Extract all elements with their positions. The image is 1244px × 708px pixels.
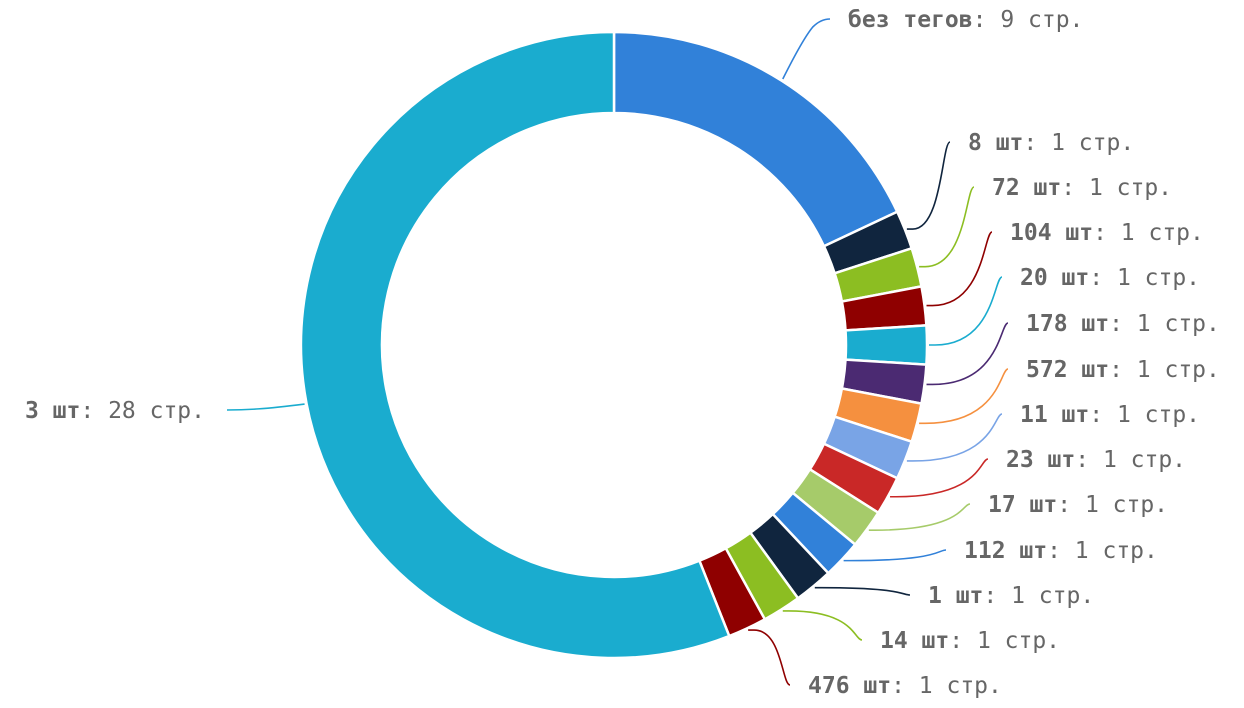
leader-line-20-шт	[929, 276, 1003, 346]
label-name: 14 шт	[880, 628, 949, 654]
label-name: 17 шт	[988, 492, 1057, 518]
label-value: : 28 стр.	[80, 398, 205, 424]
label-без-тегов: без тегов: 9 стр.	[848, 7, 1083, 33]
label-name: 23 шт	[1006, 447, 1075, 473]
label-value: : 1 стр.	[1109, 311, 1220, 337]
label-178-шт: 178 шт: 1 стр.	[1026, 311, 1220, 337]
label-name: 112 шт	[964, 538, 1047, 564]
label-name: 20 шт	[1020, 265, 1089, 291]
leader-line-23-шт	[890, 458, 989, 498]
leader-line-17-шт	[868, 503, 971, 531]
leader-line-572-шт	[919, 368, 1009, 425]
label-23-шт: 23 шт: 1 стр.	[1006, 447, 1186, 473]
label-112-шт: 112 шт: 1 стр.	[964, 538, 1158, 564]
label-name: 572 шт	[1026, 357, 1109, 383]
label-value: : 1 стр.	[1089, 402, 1200, 428]
label-11-шт: 11 шт: 1 стр.	[1020, 402, 1200, 428]
label-value: : 1 стр.	[983, 583, 1094, 609]
leader-line-1-шт	[814, 586, 911, 596]
label-name: 104 шт	[1010, 220, 1093, 246]
label-value: : 1 стр.	[1047, 538, 1158, 564]
label-value: : 1 стр.	[891, 673, 1002, 699]
label-572-шт: 572 шт: 1 стр.	[1026, 357, 1220, 383]
leader-line-112-шт	[843, 549, 947, 562]
label-value: : 1 стр.	[1089, 265, 1200, 291]
leader-line-без-тегов	[782, 18, 831, 80]
label-value: : 1 стр.	[949, 628, 1060, 654]
slice-3-шт[interactable]	[299, 30, 731, 660]
label-name: без тегов	[848, 7, 973, 33]
leader-line-8-шт	[906, 141, 951, 230]
label-20-шт: 20 шт: 1 стр.	[1020, 265, 1200, 291]
label-name: 8 шт	[968, 130, 1023, 156]
leader-line-104-шт	[926, 231, 993, 307]
label-name: 476 шт	[808, 673, 891, 699]
label-1-шт: 1 шт: 1 стр.	[928, 583, 1094, 609]
leader-line-476-шт	[748, 629, 791, 686]
label-value: : 1 стр.	[1109, 357, 1220, 383]
label-name: 3 шт	[25, 398, 80, 424]
label-3-шт: 3 шт: 28 стр.	[25, 398, 205, 424]
slice-без-тегов[interactable]	[612, 30, 899, 248]
slice-20-шт[interactable]	[844, 324, 929, 366]
label-476-шт: 476 шт: 1 стр.	[808, 673, 1002, 699]
label-17-шт: 17 шт: 1 стр.	[988, 492, 1168, 518]
label-value: : 1 стр.	[1093, 220, 1204, 246]
label-14-шт: 14 шт: 1 стр.	[880, 628, 1060, 654]
label-value: : 9 стр.	[973, 7, 1084, 33]
leader-line-72-шт	[919, 186, 975, 268]
label-8-шт: 8 шт: 1 стр.	[968, 130, 1134, 156]
label-name: 72 шт	[992, 175, 1061, 201]
label-104-шт: 104 шт: 1 стр.	[1010, 220, 1204, 246]
label-value: : 1 стр.	[1023, 130, 1134, 156]
leader-line-11-шт	[906, 413, 1003, 462]
label-value: : 1 стр.	[1057, 492, 1168, 518]
label-name: 1 шт	[928, 583, 983, 609]
leader-line-14-шт	[782, 610, 863, 641]
label-value: : 1 стр.	[1075, 447, 1186, 473]
label-72-шт: 72 шт: 1 стр.	[992, 175, 1172, 201]
leader-line-3-шт	[226, 403, 305, 411]
label-name: 11 шт	[1020, 402, 1089, 428]
label-value: : 1 стр.	[1061, 175, 1172, 201]
leader-line-178-шт	[926, 322, 1009, 386]
label-name: 178 шт	[1026, 311, 1109, 337]
